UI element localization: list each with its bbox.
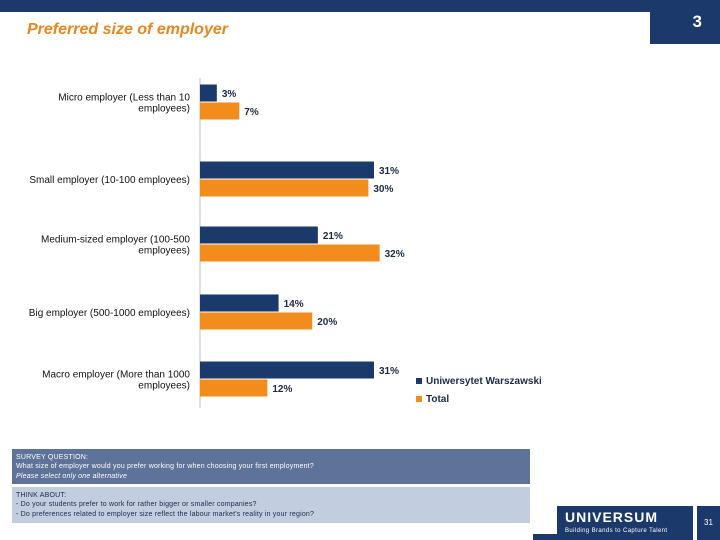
logo-tagline: Building Brands to Capture Talent (565, 528, 668, 534)
category-label: Big employer (500-1000 employees) (29, 308, 190, 319)
think-item: - Do your students prefer to work for ra… (16, 501, 257, 509)
category-label: Macro employer (More than 1000 (42, 370, 190, 381)
survey-question-box: SURVEY QUESTION: What size of employer w… (12, 449, 530, 484)
section-tab: 3 (650, 0, 720, 44)
legend-swatch (416, 378, 422, 384)
legend-label: Uniwersytet Warszawski (426, 376, 542, 387)
data-label: 7% (244, 107, 259, 118)
bar-total (200, 102, 240, 120)
data-label: 21% (323, 231, 343, 242)
bar-total (200, 179, 369, 197)
survey-heading: SURVEY QUESTION: (16, 454, 89, 461)
logo-text: UNIVERSUM (565, 509, 659, 525)
bar-uw (200, 84, 217, 102)
data-label: 31% (379, 166, 399, 177)
bar-uw (200, 161, 374, 179)
legend-label: Total (426, 394, 449, 405)
header-band (0, 0, 720, 12)
data-label: 14% (284, 299, 304, 310)
survey-note: Please select only one alternative (16, 472, 128, 480)
survey-question: What size of employer would you prefer w… (16, 463, 314, 471)
bar-total (200, 379, 268, 397)
legend-swatch (416, 396, 422, 402)
page-number: 31 (697, 506, 720, 540)
data-label: 3% (222, 89, 237, 100)
think-item: - Do preferences related to employer siz… (16, 510, 315, 518)
category-label: Small employer (10-100 employees) (29, 175, 190, 186)
category-label: Micro employer (Less than 10 (58, 93, 190, 104)
think-about-box: THINK ABOUT: - Do your students prefer t… (12, 487, 530, 523)
think-heading: THINK ABOUT: (16, 492, 67, 499)
bar-chart: 3%7%Micro employer (Less than 10employee… (29, 78, 542, 408)
bar-uw (200, 226, 318, 244)
data-label: 31% (379, 366, 399, 377)
data-label: 12% (272, 384, 292, 395)
bar-total (200, 244, 380, 262)
section-number: 3 (692, 12, 702, 31)
footer-strip (533, 534, 557, 540)
data-label: 32% (385, 249, 405, 260)
category-label: employees) (138, 381, 190, 392)
data-label: 30% (373, 184, 393, 195)
category-label: employees) (138, 246, 190, 257)
universum-logo: UNIVERSUM Building Brands to Capture Tal… (557, 506, 693, 540)
bar-uw (200, 361, 374, 379)
category-label: Medium-sized employer (100-500 (41, 235, 190, 246)
page-title: Preferred size of employer (27, 21, 228, 38)
bar-uw (200, 294, 279, 312)
data-label: 20% (317, 317, 337, 328)
category-label: employees) (138, 104, 190, 115)
bar-total (200, 312, 313, 330)
